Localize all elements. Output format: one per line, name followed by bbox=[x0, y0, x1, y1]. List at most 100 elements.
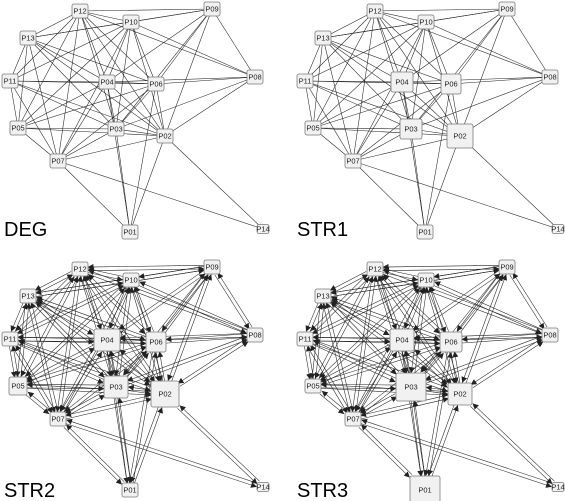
edge-P03-P05 bbox=[17, 127, 117, 130]
edge-P12-P02 bbox=[378, 276, 452, 385]
node-label: P11 bbox=[299, 335, 312, 344]
node-box bbox=[344, 411, 362, 427]
edge-P03-P05 bbox=[320, 381, 397, 388]
edge-P04-P13 bbox=[36, 298, 96, 332]
node-p04: P04 bbox=[93, 328, 121, 352]
edge-P13-P11 bbox=[10, 302, 24, 332]
edge-P04-P01 bbox=[106, 81, 131, 233]
node-p01: P01 bbox=[121, 482, 139, 498]
edge-P12-P10 bbox=[374, 10, 427, 23]
node-p03: P03 bbox=[103, 375, 129, 399]
node-label: P12 bbox=[368, 265, 381, 274]
edge-P09-P06 bbox=[155, 8, 213, 85]
edge-P09-P08 bbox=[509, 274, 545, 330]
edge-P09-P04 bbox=[106, 8, 213, 83]
node-label: P12 bbox=[73, 265, 86, 274]
edge-P07-P11 bbox=[310, 344, 351, 412]
edge-P07-P01 bbox=[57, 160, 131, 233]
edge-P10-P11 bbox=[311, 282, 418, 334]
edge-P13-P03 bbox=[322, 37, 412, 130]
node-box bbox=[145, 331, 167, 353]
edge-P02-P08 bbox=[179, 341, 249, 387]
edge-P13-P03 bbox=[27, 37, 117, 130]
edge-P04-P08 bbox=[414, 334, 543, 342]
edge-P10-P06 bbox=[131, 287, 152, 334]
node-box bbox=[1, 331, 19, 347]
edge-P11-P06 bbox=[312, 340, 441, 347]
edge-P02-P01 bbox=[424, 135, 461, 233]
edge-P11-P06 bbox=[9, 80, 157, 85]
node-box bbox=[107, 121, 125, 137]
edge-P01-P07 bbox=[66, 424, 125, 482]
node-label: P06 bbox=[149, 338, 162, 347]
edge-P05-P03 bbox=[320, 385, 397, 392]
edge-P04-P12 bbox=[83, 274, 105, 329]
node-layer: P01 P02 P03 P04 P05 P06 P07 P08 P09 P10 P11 P12 P13 P… bbox=[296, 259, 565, 501]
edge-P09-P06 bbox=[456, 272, 501, 332]
node-box bbox=[203, 259, 221, 275]
edge-P12-P02 bbox=[374, 10, 461, 137]
node-box bbox=[395, 372, 427, 402]
edge-P02-P01 bbox=[427, 404, 455, 476]
edge-P12-P07 bbox=[55, 275, 78, 413]
edge-P06-P13 bbox=[36, 296, 147, 337]
edge-P05-P12 bbox=[318, 276, 374, 380]
edge-P03-P09 bbox=[125, 274, 209, 378]
node-label: P07 bbox=[51, 157, 64, 166]
node-box bbox=[304, 378, 322, 394]
panel-str2: P01 P02 P03 P04 P05 P06 P07 P08 P09 P10 P11 P12 P13 P… bbox=[1, 259, 270, 498]
edge-P02-P06 bbox=[157, 351, 165, 381]
edge-P11-P02 bbox=[304, 80, 461, 137]
node-p11: P11 bbox=[296, 73, 314, 89]
node-box bbox=[19, 288, 37, 304]
edge-P10-P03 bbox=[115, 21, 132, 130]
node-box bbox=[8, 376, 28, 396]
edge-P06-P01 bbox=[424, 83, 452, 233]
edge-P14-P07 bbox=[66, 418, 258, 484]
edge-P10-P08 bbox=[425, 21, 551, 78]
node-box bbox=[246, 69, 264, 85]
edge-P12-P09 bbox=[374, 8, 508, 12]
edge-P05-P11 bbox=[305, 345, 314, 379]
edge-P08-P10 bbox=[139, 281, 248, 331]
edge-P03-P10 bbox=[119, 286, 135, 377]
node-box bbox=[366, 3, 384, 19]
edge-P07-P13 bbox=[324, 302, 354, 412]
node-p02: P02 bbox=[156, 128, 174, 144]
edge-P06-P05 bbox=[319, 343, 440, 383]
edge-P14-P02 bbox=[472, 403, 555, 482]
edge-P13-P11 bbox=[305, 302, 319, 332]
edge-P09-P13 bbox=[35, 266, 204, 296]
node-box bbox=[1, 73, 19, 89]
edge-P09-P03 bbox=[115, 8, 213, 130]
node-label: P08 bbox=[543, 73, 556, 82]
node-box bbox=[122, 14, 140, 30]
node-label: P05 bbox=[306, 382, 319, 391]
panel-deg: P01 P02 P03 P04 P05 P06 P07 P08 P09 P10 P11 P12 P13 P… bbox=[1, 1, 270, 240]
node-p11: P11 bbox=[1, 73, 19, 89]
node-box bbox=[203, 1, 221, 17]
edge-P07-P11 bbox=[15, 344, 56, 412]
node-label: P07 bbox=[346, 157, 359, 166]
node-box bbox=[19, 30, 37, 46]
node-box bbox=[541, 327, 559, 343]
node-p07: P07 bbox=[344, 153, 362, 169]
edge-P07-P04 bbox=[358, 351, 397, 414]
node-label: P02 bbox=[158, 390, 171, 399]
edge-P03-P11 bbox=[18, 340, 105, 381]
edge-P09-P02 bbox=[461, 273, 503, 383]
edge-P11-P06 bbox=[304, 80, 452, 85]
edge-P06-P08 bbox=[450, 76, 551, 85]
edge-P04-P05 bbox=[25, 344, 94, 380]
edge-P02-P07 bbox=[65, 395, 151, 418]
node-p02: P02 bbox=[150, 380, 180, 408]
edge-P04-P06 bbox=[119, 340, 147, 347]
edge-P03-P07 bbox=[57, 128, 117, 162]
node-label: P08 bbox=[248, 331, 261, 340]
node-label: P05 bbox=[11, 124, 24, 133]
edge-P12-P03 bbox=[375, 276, 407, 375]
node-p13: P13 bbox=[19, 30, 37, 46]
node-label: P09 bbox=[500, 263, 513, 272]
edge-P09-P03 bbox=[410, 8, 508, 130]
edge-P12-P08 bbox=[79, 10, 256, 78]
